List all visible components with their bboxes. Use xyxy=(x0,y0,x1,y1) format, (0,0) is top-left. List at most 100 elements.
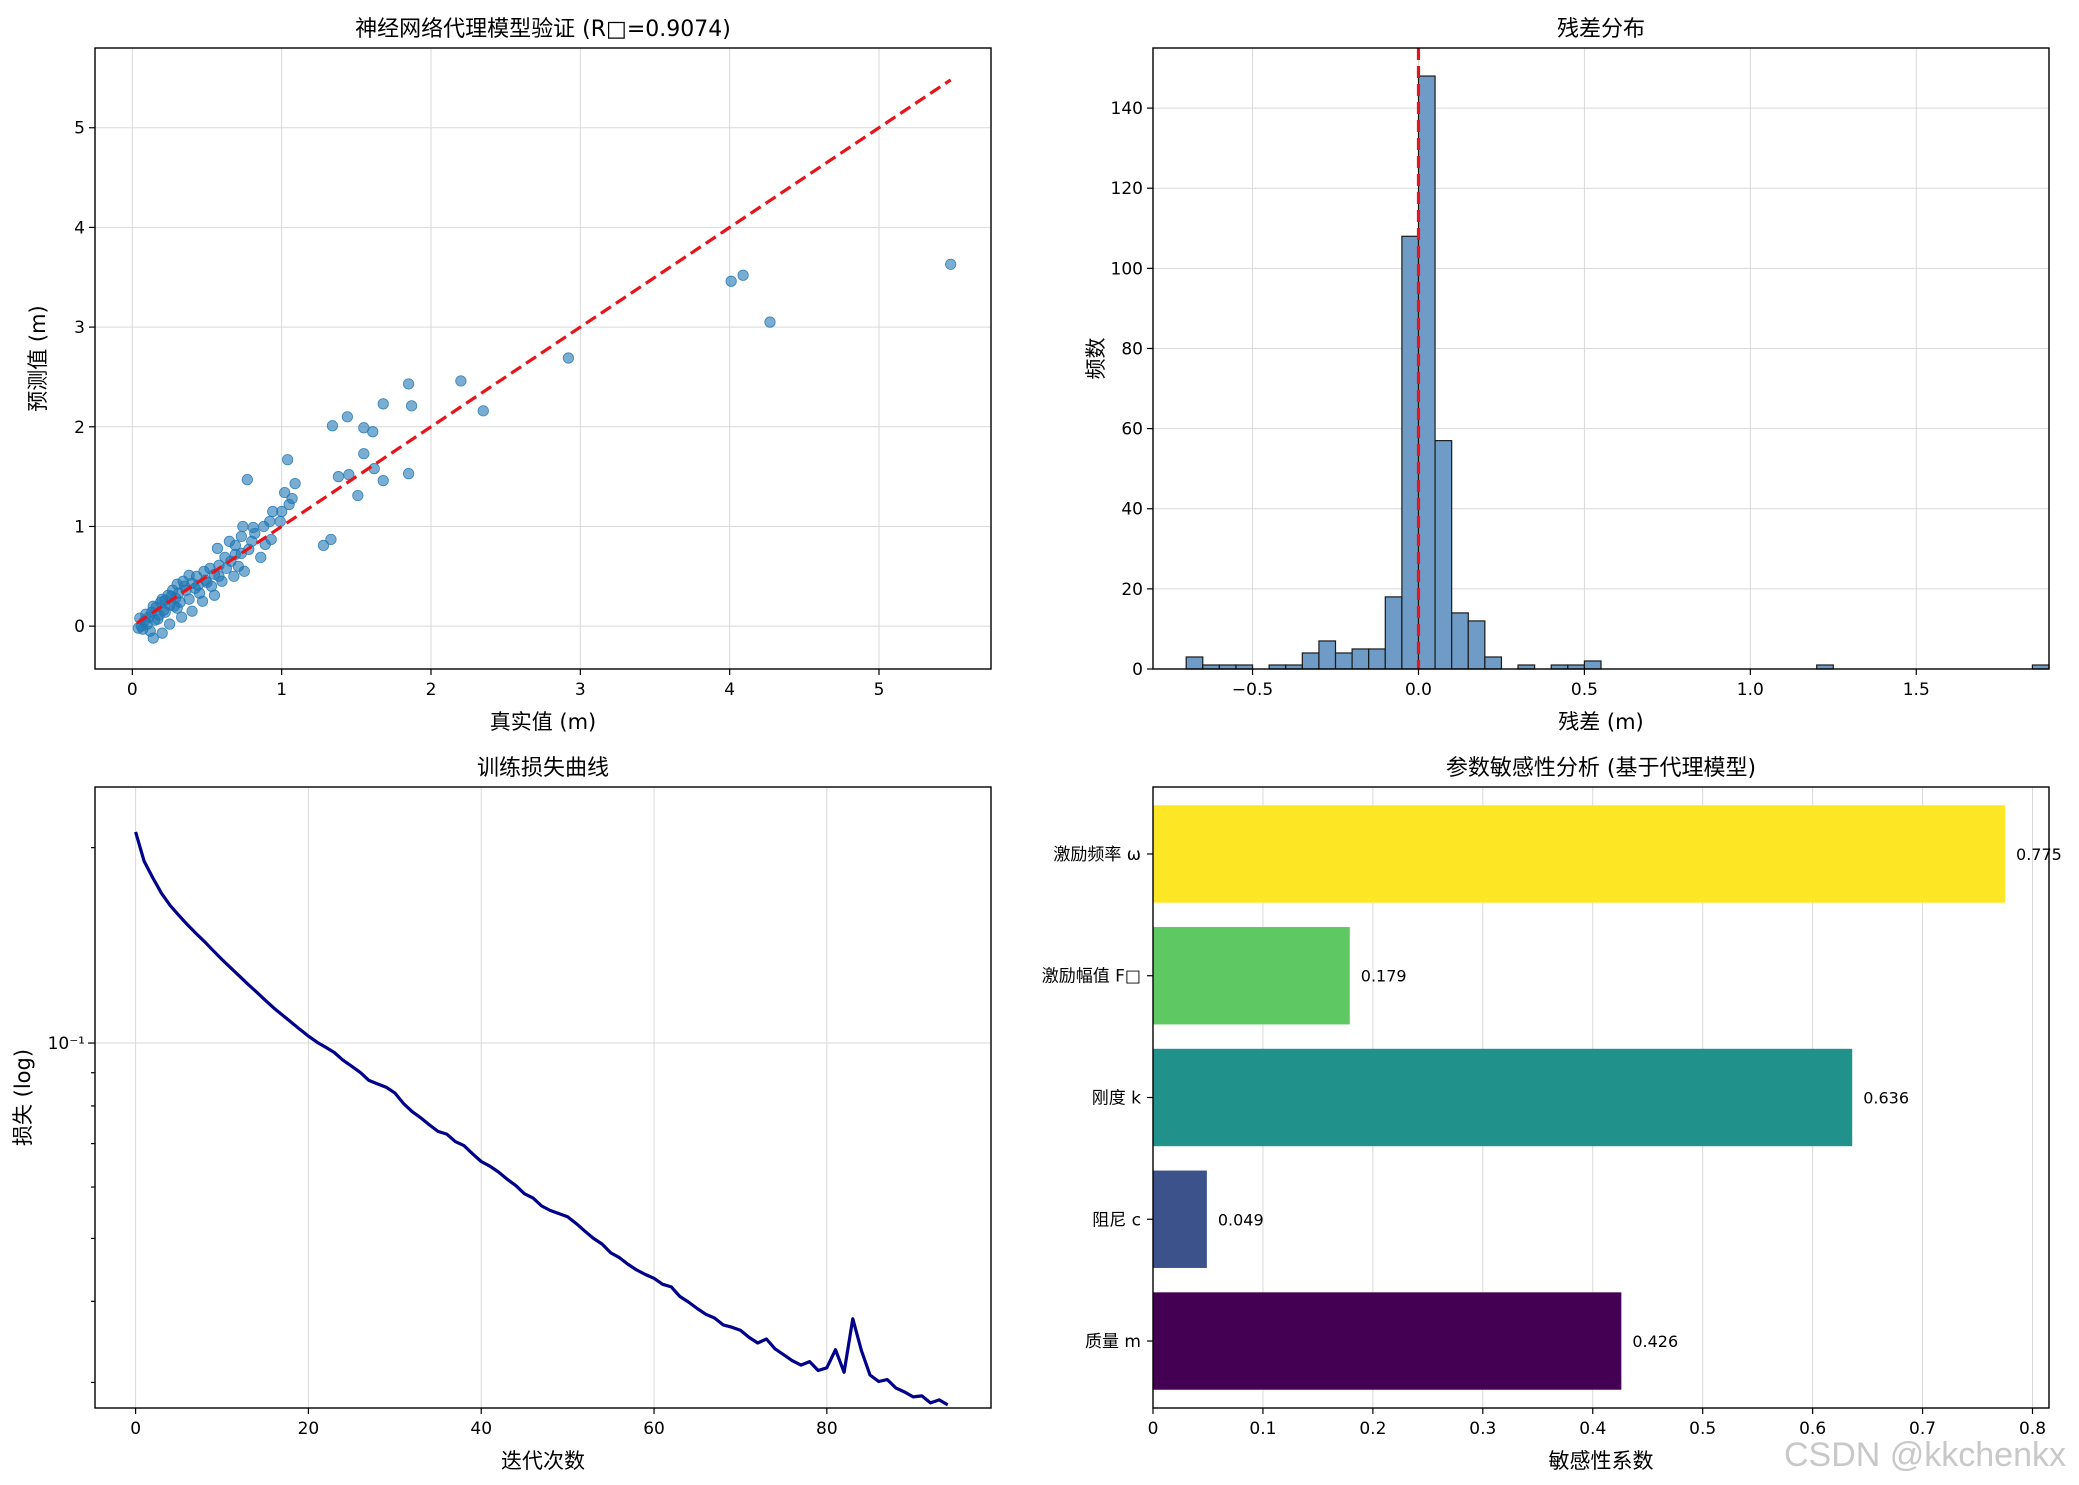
scatter-point xyxy=(152,613,164,625)
sensitivity-bar xyxy=(1153,927,1350,1025)
scatter-point xyxy=(945,258,957,270)
x-axis-label: 真实值 (m) xyxy=(490,710,597,734)
scatter-point xyxy=(283,498,295,511)
x-tick-label: 0.7 xyxy=(1909,1419,1936,1439)
histogram-bars xyxy=(1185,75,2050,670)
scatter-point xyxy=(235,530,247,543)
value-label: 0.775 xyxy=(2016,845,2062,864)
x-tick-label: 0.5 xyxy=(1571,680,1598,700)
scatter-point xyxy=(211,542,224,554)
value-label: 0.636 xyxy=(1863,1089,1909,1108)
y-tick-label: 2 xyxy=(74,418,85,438)
x-tick-label: 0.2 xyxy=(1359,1419,1386,1439)
x-tick-label: 1 xyxy=(276,680,287,700)
y-tick-label: 0 xyxy=(1132,660,1143,680)
x-tick-label: 60 xyxy=(643,1419,665,1439)
watermark-text: CSDN @kkchenkx xyxy=(1784,1436,2066,1474)
x-tick-label: 0.0 xyxy=(1405,680,1432,700)
histogram-bar xyxy=(1467,620,1486,670)
category-label: 刚度 k xyxy=(1092,1089,1141,1109)
x-axis-label: 敏感性系数 xyxy=(1549,1449,1654,1473)
histogram-bar xyxy=(1351,648,1370,670)
plot-frame xyxy=(1152,786,2050,1409)
category-label: 阻尼 c xyxy=(1092,1210,1141,1230)
sensitivity-bar xyxy=(1153,1048,1853,1147)
histogram-bar xyxy=(1318,640,1337,670)
y-tick-label: 60 xyxy=(1121,420,1143,440)
y-tick-label: 120 xyxy=(1111,179,1143,199)
y-tick-label: 3 xyxy=(74,318,85,338)
histogram-bar xyxy=(1484,656,1503,670)
plot-frame xyxy=(94,47,992,670)
scatter-point xyxy=(147,632,159,644)
histogram-bar xyxy=(1301,652,1320,670)
y-axis-label: 预测值 (m) xyxy=(26,305,50,412)
x-tick-label: 80 xyxy=(816,1419,838,1439)
y-tick-label: 0 xyxy=(74,617,85,637)
scatter-point xyxy=(258,520,270,533)
scatter-point xyxy=(279,486,291,499)
histogram-bar xyxy=(1434,440,1453,670)
histogram-bar xyxy=(1583,660,1602,670)
x-tick-label: 0.1 xyxy=(1249,1419,1276,1439)
category-label: 激励频率 ω xyxy=(1053,845,1141,865)
category-label: 质量 m xyxy=(1085,1332,1141,1352)
y-axis-label: 损失 (log) xyxy=(11,1049,35,1146)
x-tick-label: 0.3 xyxy=(1469,1419,1496,1439)
x-tick-label: 0 xyxy=(127,680,138,700)
x-tick-label: 1.0 xyxy=(1737,680,1764,700)
x-tick-label: 20 xyxy=(298,1419,320,1439)
category-label: 激励幅值 F□ xyxy=(1042,967,1141,987)
scatter-point xyxy=(246,535,258,548)
x-tick-label: 40 xyxy=(470,1419,492,1439)
y-axis-label: 频数 xyxy=(1084,338,1108,380)
scatter-point xyxy=(325,533,337,546)
scatter-point xyxy=(238,565,250,577)
y-tick-label: 4 xyxy=(74,218,85,238)
scatter-point xyxy=(237,520,249,533)
scatter-point xyxy=(176,611,188,623)
scatter-point xyxy=(156,627,168,639)
scatter-point xyxy=(764,316,776,328)
scatter-point xyxy=(171,602,183,614)
scatter-point xyxy=(725,275,737,287)
x-tick-label: 3 xyxy=(575,680,586,700)
plot-frame xyxy=(1152,47,2050,670)
scatter-point xyxy=(562,352,574,364)
value-label: 0.179 xyxy=(1361,967,1407,986)
x-tick-label: 0.4 xyxy=(1579,1419,1606,1439)
histogram-bar xyxy=(1368,648,1386,670)
scatter-point xyxy=(229,539,241,551)
sensitivity-panel: 0 0.1 0.2 0.3 0.4 0.5 0.6 0.7 0.8 质量 m 0.426 阻尼 c 0.… xyxy=(1042,756,2062,1473)
chart-title: 参数敏感性分析 (基于代理模型) xyxy=(1446,756,1756,781)
y-tick-label: 20 xyxy=(1121,580,1143,600)
y-tick-label: 80 xyxy=(1121,339,1143,359)
scatter-point xyxy=(241,474,253,486)
y-tick-label: 40 xyxy=(1121,500,1143,520)
value-label: 0.049 xyxy=(1218,1210,1264,1229)
x-tick-label: −0.5 xyxy=(1232,680,1273,700)
scatter-point xyxy=(267,505,279,518)
scatter-point xyxy=(367,426,379,438)
x-tick-label: 5 xyxy=(874,680,885,700)
x-tick-label: 0 xyxy=(1148,1419,1159,1439)
x-tick-label: 0.5 xyxy=(1689,1419,1716,1439)
histogram-bar xyxy=(1417,75,1436,670)
scatter-point xyxy=(402,378,415,390)
x-tick-label: 2 xyxy=(426,680,437,700)
scatter-point xyxy=(402,468,415,480)
histogram-bar xyxy=(1185,656,1204,670)
x-axis-label: 残差 (m) xyxy=(1558,710,1644,734)
sensitivity-bar xyxy=(1153,1170,1207,1268)
scatter-point xyxy=(377,398,389,410)
histogram-bar xyxy=(1451,612,1469,670)
scatter-panel: 0 1 2 3 4 5 0 1 2 3 4 5 神经网络代理模型验证 (R□=0.9074) 真实值 (m… xyxy=(26,17,992,734)
scatter-point xyxy=(352,489,364,502)
scatter-point xyxy=(317,539,330,551)
x-tick-label: 1.5 xyxy=(1903,680,1930,700)
scatter-point xyxy=(377,475,389,487)
x-tick-label: 0.8 xyxy=(2019,1419,2046,1439)
histogram-bar xyxy=(1334,652,1353,670)
sensitivity-bar xyxy=(1153,805,2006,903)
